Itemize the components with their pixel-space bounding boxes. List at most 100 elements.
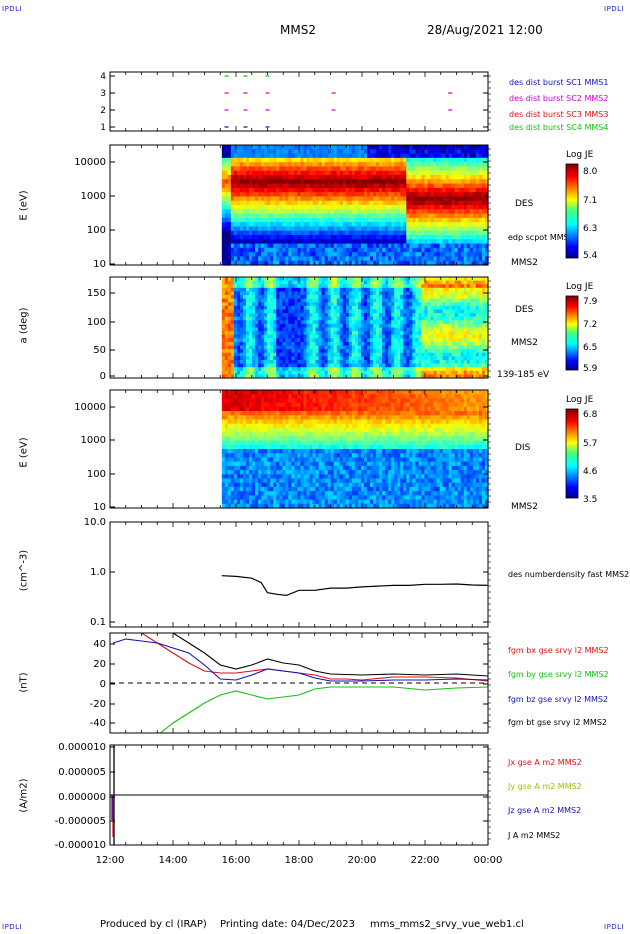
heatmap-cell <box>376 331 380 336</box>
heatmap-cell <box>351 284 356 289</box>
heatmap-cell <box>246 235 250 240</box>
heatmap-cell <box>285 235 289 240</box>
heatmap-cell <box>291 370 296 375</box>
heatmap-cell <box>327 323 332 329</box>
heatmap-cell <box>288 166 292 172</box>
heatmap-cell <box>388 331 392 336</box>
heatmap-cell <box>267 260 271 266</box>
heatmap-cell <box>367 205 371 210</box>
heatmap-cell <box>363 334 368 339</box>
heatmap-cell <box>288 374 292 379</box>
heatmap-cell <box>324 145 329 150</box>
heatmap-cell <box>267 175 271 180</box>
heatmap-cell <box>373 302 377 307</box>
heatmap-cell <box>376 295 380 300</box>
heatmap-cell <box>221 356 226 361</box>
heatmap-cell <box>306 313 311 318</box>
heatmap-cell <box>297 230 302 236</box>
heatmap-cell <box>236 345 241 350</box>
heatmap-cell <box>466 356 471 361</box>
heatmap-cell <box>354 247 359 253</box>
heatmap-cell <box>233 200 238 206</box>
heatmap-cell <box>297 192 302 198</box>
heatmap-cell <box>472 183 477 189</box>
heatmap-cell <box>224 331 229 336</box>
heatmap-cell <box>261 239 265 245</box>
heatmap-cell <box>333 359 338 365</box>
heatmap-cell <box>294 313 299 318</box>
heatmap-cell <box>270 305 274 311</box>
heatmap-cell <box>294 183 299 189</box>
heatmap-cell <box>481 287 486 293</box>
heatmap-cell <box>484 183 489 189</box>
heatmap-cell <box>400 374 404 379</box>
heatmap-cell <box>418 183 423 189</box>
heatmap-cell <box>239 334 244 339</box>
heatmap-cell <box>312 217 317 223</box>
heatmap-cell <box>415 345 420 350</box>
heatmap-cell <box>336 217 341 223</box>
heatmap-cell <box>454 196 459 202</box>
heatmap-cell <box>421 313 426 318</box>
heatmap-cell <box>239 309 244 314</box>
heatmap-cell <box>345 363 350 368</box>
heatmap-cell <box>445 341 450 347</box>
heatmap-cell <box>345 149 350 155</box>
heatmap-cell <box>409 323 413 329</box>
heatmap-cell <box>291 213 296 219</box>
heatmap-cell <box>379 209 383 215</box>
heatmap-cell <box>261 370 265 375</box>
heatmap-cell <box>466 280 471 285</box>
heatmap-cell <box>330 323 335 329</box>
heatmap-cell <box>403 162 407 168</box>
heatmap-cell <box>294 243 299 249</box>
heatmap-cell <box>300 320 305 325</box>
heatmap-cell <box>400 313 404 318</box>
heatmap-cell <box>291 327 296 332</box>
heatmap-cell <box>445 226 450 232</box>
heatmap-cell <box>267 247 271 253</box>
heatmap-cell <box>418 230 423 236</box>
heatmap-cell <box>312 239 317 245</box>
heatmap-cell <box>457 175 462 180</box>
heatmap-cell <box>439 175 444 180</box>
heatmap-cell <box>469 166 474 172</box>
heatmap-cell <box>309 209 314 215</box>
heatmap-cell <box>400 291 404 296</box>
heatmap-cell <box>424 192 429 198</box>
heatmap-cell <box>348 352 353 357</box>
heatmap-cell <box>230 157 235 163</box>
heatmap-cell <box>406 305 410 311</box>
heatmap-cell <box>291 277 296 282</box>
heatmap-cell <box>306 192 311 198</box>
heatmap-cell <box>472 352 477 357</box>
heatmap-cell <box>481 260 486 266</box>
heatmap-cell <box>363 323 368 329</box>
heatmap-cell <box>264 166 268 172</box>
heatmap-cell <box>306 162 311 168</box>
heatmap-cell <box>445 205 450 210</box>
heatmap-cell <box>391 243 395 249</box>
heatmap-cell <box>400 280 404 285</box>
heatmap-cell <box>469 370 474 375</box>
heatmap-cell <box>379 370 383 375</box>
heatmap-cell <box>255 175 259 180</box>
heatmap-cell <box>227 284 232 289</box>
heatmap-cell <box>282 352 286 357</box>
heatmap-cell <box>412 345 416 350</box>
heatmap-cell <box>309 192 314 198</box>
heatmap-cell <box>457 153 462 159</box>
heatmap-cell <box>336 370 341 375</box>
heatmap-cell <box>484 175 489 180</box>
heatmap-cell <box>436 291 441 296</box>
heatmap-cell <box>279 287 283 293</box>
heatmap-cell <box>279 243 283 249</box>
heatmap-cell <box>475 149 480 155</box>
heatmap-cell <box>466 363 471 368</box>
heatmap-cell <box>433 280 438 285</box>
heatmap-cell <box>466 252 471 258</box>
heatmap-cell <box>385 243 389 249</box>
heatmap-cell <box>270 205 274 210</box>
heatmap-cell <box>448 235 453 240</box>
heatmap-cell <box>318 295 323 300</box>
